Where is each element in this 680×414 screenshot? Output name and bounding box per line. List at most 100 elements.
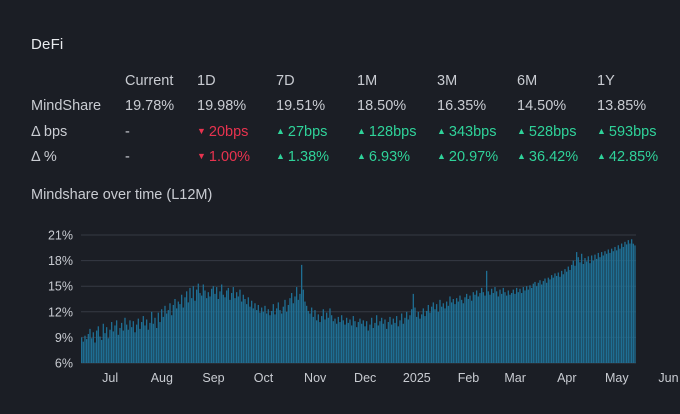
trend-arrow-icon: ▲ bbox=[437, 151, 446, 162]
bar bbox=[82, 341, 84, 363]
bar bbox=[511, 293, 513, 363]
bar bbox=[516, 287, 518, 363]
bar bbox=[504, 292, 506, 363]
bar bbox=[151, 311, 153, 363]
bar bbox=[229, 299, 231, 363]
bar bbox=[597, 252, 599, 363]
bar bbox=[566, 271, 568, 363]
bar bbox=[431, 306, 433, 363]
cell-value: 6.93% bbox=[368, 149, 411, 166]
trend-arrow-icon: ▲ bbox=[597, 125, 606, 136]
bar bbox=[127, 329, 129, 363]
bar bbox=[419, 318, 421, 363]
table-cell: 19.98% bbox=[197, 94, 276, 120]
bar bbox=[257, 304, 259, 363]
bar bbox=[622, 246, 624, 363]
bar bbox=[346, 317, 348, 363]
bar bbox=[552, 277, 554, 363]
bar bbox=[621, 243, 623, 363]
bar bbox=[136, 324, 138, 363]
bar bbox=[91, 338, 93, 363]
bar bbox=[296, 287, 298, 363]
bar bbox=[234, 298, 236, 363]
bar bbox=[534, 281, 536, 363]
y-tick-label: 18% bbox=[48, 254, 73, 268]
page-title: DeFi bbox=[31, 36, 64, 53]
bar bbox=[316, 320, 318, 363]
table-cell: ▲ 528bps bbox=[517, 119, 597, 145]
bar bbox=[416, 316, 418, 363]
bar bbox=[129, 320, 131, 363]
chart-bars bbox=[81, 239, 636, 363]
bar bbox=[244, 299, 246, 363]
bar bbox=[432, 302, 434, 363]
header-7d: 7D bbox=[276, 72, 295, 89]
x-tick-label: Nov bbox=[304, 371, 327, 385]
bar bbox=[356, 327, 358, 363]
cell-value: 36.42% bbox=[528, 149, 579, 166]
table-cell: ▲ 1.38% bbox=[276, 145, 357, 171]
trend-arrow-icon: ▲ bbox=[517, 125, 526, 136]
bar bbox=[179, 304, 181, 363]
bar bbox=[544, 278, 546, 363]
bar bbox=[606, 253, 608, 363]
bar bbox=[634, 245, 636, 363]
bar bbox=[577, 257, 579, 363]
bar bbox=[594, 254, 596, 363]
bar bbox=[459, 295, 461, 363]
bar bbox=[307, 310, 309, 363]
x-tick-label: Oct bbox=[254, 371, 274, 385]
bar bbox=[424, 316, 426, 363]
header-1y: 1Y bbox=[597, 72, 615, 89]
bar bbox=[311, 307, 313, 363]
table-cell: - bbox=[125, 145, 197, 171]
bar bbox=[609, 252, 611, 363]
bar bbox=[106, 327, 108, 363]
bar bbox=[472, 292, 474, 363]
y-tick-label: 21% bbox=[48, 229, 73, 243]
bar bbox=[117, 334, 119, 363]
x-tick-label: 2025 bbox=[403, 371, 431, 385]
bar bbox=[397, 326, 399, 363]
bar bbox=[297, 299, 299, 363]
bar bbox=[624, 241, 626, 363]
x-tick-label: Apr bbox=[557, 371, 576, 385]
bar bbox=[526, 286, 528, 363]
bar bbox=[146, 319, 148, 363]
bar bbox=[492, 293, 494, 363]
trend-arrow-icon: ▲ bbox=[597, 151, 606, 162]
bar bbox=[392, 318, 394, 363]
bar bbox=[496, 291, 498, 363]
bar bbox=[509, 294, 511, 363]
table-cell: 18.50% bbox=[357, 94, 437, 120]
table-cell: 16.35% bbox=[437, 94, 517, 120]
bar bbox=[401, 313, 403, 363]
table-cell: 19.51% bbox=[276, 94, 357, 120]
bar bbox=[211, 288, 213, 363]
cell-value: 20bps bbox=[208, 123, 249, 140]
bar bbox=[81, 337, 83, 363]
bar bbox=[602, 255, 604, 363]
bar bbox=[394, 322, 396, 363]
bar bbox=[174, 299, 176, 363]
bar bbox=[172, 304, 174, 363]
bar bbox=[466, 293, 468, 363]
bar bbox=[134, 332, 136, 363]
bar bbox=[546, 282, 548, 363]
bar bbox=[404, 317, 406, 363]
bar bbox=[324, 319, 326, 363]
cell-value: 19.51% bbox=[276, 98, 326, 115]
bar bbox=[112, 331, 114, 363]
bar bbox=[302, 289, 304, 363]
bar bbox=[464, 297, 466, 363]
bar bbox=[427, 304, 429, 363]
bar bbox=[471, 300, 473, 363]
bar bbox=[402, 323, 404, 363]
trend-arrow-icon: ▲ bbox=[357, 125, 366, 136]
bar bbox=[374, 322, 376, 363]
bar bbox=[262, 311, 264, 363]
bar bbox=[94, 342, 96, 363]
bar bbox=[199, 293, 201, 363]
bar bbox=[264, 305, 266, 363]
bar bbox=[444, 308, 446, 363]
